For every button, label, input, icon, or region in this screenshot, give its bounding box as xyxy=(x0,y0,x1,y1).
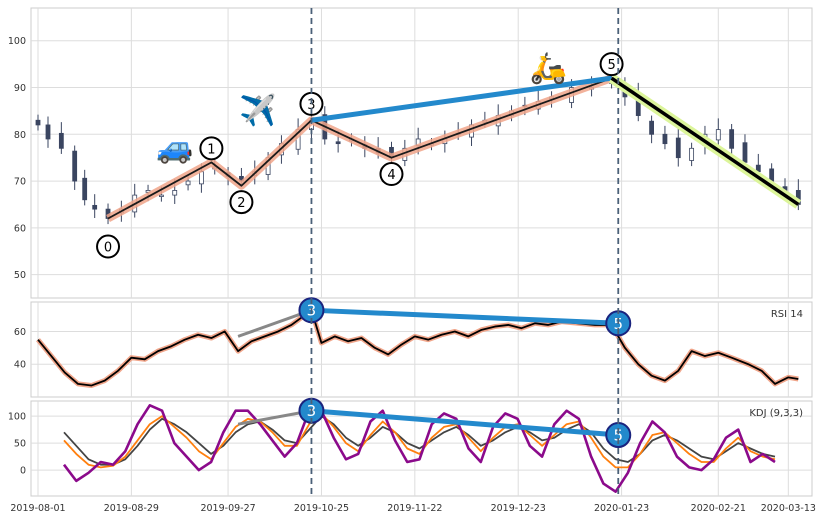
candle-body xyxy=(729,129,735,149)
y-tick-label: 60 xyxy=(14,223,26,234)
x-tick-label: 2019-08-01 xyxy=(10,503,65,514)
wave-label-circle xyxy=(199,136,224,161)
y-tick-label: 100 xyxy=(8,412,26,423)
kdj-line xyxy=(62,404,776,493)
y-tick-label: 90 xyxy=(14,83,26,94)
x-axis: 2019-08-01 2019-08-29 2019-09-27 2019-10-25… xyxy=(10,503,816,514)
wave-label-circle xyxy=(379,162,404,187)
candle-body xyxy=(769,168,775,182)
wave-line xyxy=(107,77,612,220)
y-tick-label: 70 xyxy=(14,177,26,188)
kdj-line xyxy=(63,415,776,466)
wave-label-circle xyxy=(229,190,254,215)
candle-body xyxy=(172,190,178,196)
divergence-line xyxy=(311,75,612,123)
y-tick-label: 50 xyxy=(14,270,26,281)
decline-line xyxy=(610,76,800,206)
wave-label-1: 1 xyxy=(207,142,215,157)
candle-body xyxy=(158,194,164,197)
panel-frame xyxy=(30,400,813,497)
divergence-line xyxy=(311,408,619,438)
y-tick-label: 80 xyxy=(14,130,26,141)
wave-label-circle xyxy=(96,234,121,259)
price-panel: 50 60 70 80 90 100 🚙 ✈️ 🛵 0 1 2 3 4 5 xyxy=(8,7,813,299)
candle-body xyxy=(185,180,191,186)
candle-body xyxy=(72,150,78,182)
divergence-line xyxy=(311,307,619,326)
y-tick-label: 40 xyxy=(14,360,26,371)
y-tick-label: 50 xyxy=(14,439,26,450)
wave-label-circle xyxy=(599,52,624,77)
car-icon: 🚙 xyxy=(156,131,193,166)
wave-label-2: 2 xyxy=(237,196,245,211)
x-tick-label: 2019-09-27 xyxy=(200,503,255,514)
airplane-icon: ✈️ xyxy=(239,91,276,128)
wave-label-4: 4 xyxy=(387,168,395,183)
rsi-legend-text: RSI 14 xyxy=(771,309,803,320)
divergence-marker-5: 5 xyxy=(613,427,623,445)
candle-body xyxy=(649,120,654,135)
x-tick-label: 2020-01-23 xyxy=(594,503,649,514)
scooter-icon: 🛵 xyxy=(530,51,567,86)
wave-label-5: 5 xyxy=(607,58,615,73)
y-tick-label: 100 xyxy=(8,36,26,47)
candle-body xyxy=(45,124,51,140)
wave-label-3: 3 xyxy=(307,98,315,113)
candle-body xyxy=(199,171,204,185)
x-tick-label: 2019-10-25 xyxy=(294,503,349,514)
rsi-line xyxy=(37,309,799,387)
kdj-panel: 05010035 xyxy=(8,397,813,497)
x-tick-label: 2020-03-13 xyxy=(761,503,816,514)
x-tick-label: 2019-11-22 xyxy=(387,503,442,514)
x-tick-label: 2020-02-21 xyxy=(691,503,746,514)
candle-body xyxy=(715,129,721,141)
candle-body xyxy=(689,147,695,161)
y-tick-label: 60 xyxy=(14,327,26,338)
kdj-legend-text: KDJ (9,3,3) xyxy=(749,408,803,419)
candle-body xyxy=(92,204,98,210)
candle-body xyxy=(58,132,64,149)
candle-body xyxy=(675,137,681,159)
candle-body xyxy=(35,119,41,126)
y-tick-label: 0 xyxy=(20,466,26,477)
rsi-panel: 406035 xyxy=(14,297,813,398)
candle-body xyxy=(662,133,668,145)
candle-body xyxy=(335,141,341,145)
panel-frame xyxy=(30,7,813,299)
wave-label-0: 0 xyxy=(104,241,112,256)
x-tick-label: 2019-12-23 xyxy=(491,503,546,514)
x-tick-label: 2019-08-29 xyxy=(104,503,159,514)
kdj-line xyxy=(63,412,776,469)
candle-body xyxy=(742,142,748,163)
candle-body xyxy=(82,177,88,201)
